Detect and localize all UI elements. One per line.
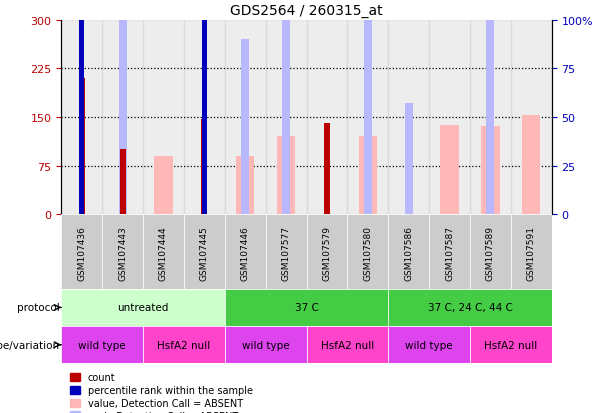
Bar — [118, 0, 127, 215]
Text: HsfA2 null: HsfA2 null — [158, 340, 210, 350]
Bar — [324, 124, 330, 215]
Bar — [429, 215, 470, 289]
Bar — [61, 289, 225, 326]
Text: wild type: wild type — [78, 340, 126, 350]
Bar — [405, 104, 413, 215]
Bar — [277, 137, 295, 215]
Text: HsfA2 null: HsfA2 null — [321, 340, 374, 350]
Bar — [184, 21, 225, 215]
Text: GSM107436: GSM107436 — [77, 226, 86, 281]
Text: GSM107586: GSM107586 — [404, 226, 413, 281]
Bar — [225, 289, 388, 326]
Bar — [265, 215, 306, 289]
Bar — [470, 326, 552, 363]
Text: GSM107446: GSM107446 — [241, 226, 249, 280]
Bar — [364, 0, 372, 215]
Text: GSM107591: GSM107591 — [527, 226, 536, 281]
Text: protocol: protocol — [17, 303, 59, 313]
Bar — [102, 215, 143, 289]
Bar — [481, 127, 500, 215]
Text: GSM107580: GSM107580 — [364, 226, 372, 281]
Text: GSM107589: GSM107589 — [486, 226, 495, 281]
Bar — [388, 289, 552, 326]
Bar — [236, 157, 254, 215]
Text: 37 C: 37 C — [295, 303, 318, 313]
Bar — [306, 215, 348, 289]
Bar — [265, 21, 306, 215]
Bar — [388, 326, 470, 363]
Bar — [143, 326, 225, 363]
Bar — [225, 21, 265, 215]
Text: wild type: wild type — [405, 340, 453, 350]
Bar — [306, 326, 388, 363]
Bar — [201, 120, 207, 215]
Bar — [225, 215, 265, 289]
Bar — [143, 215, 184, 289]
Bar — [388, 215, 429, 289]
Bar — [522, 116, 541, 215]
Bar — [486, 0, 495, 215]
Bar — [359, 137, 377, 215]
Bar — [79, 0, 85, 215]
Bar — [143, 21, 184, 215]
Bar — [184, 215, 225, 289]
Bar — [61, 326, 143, 363]
Text: genotype/variation: genotype/variation — [0, 340, 59, 350]
Text: 37 C, 24 C, 44 C: 37 C, 24 C, 44 C — [427, 303, 512, 313]
Bar — [306, 21, 348, 215]
Title: GDS2564 / 260315_at: GDS2564 / 260315_at — [230, 4, 383, 18]
Text: GSM107579: GSM107579 — [322, 226, 332, 281]
Text: HsfA2 null: HsfA2 null — [484, 340, 538, 350]
Bar — [511, 215, 552, 289]
Bar — [511, 21, 552, 215]
Bar — [154, 157, 173, 215]
Text: GSM107577: GSM107577 — [281, 226, 291, 281]
Bar — [348, 21, 388, 215]
Bar — [388, 21, 429, 215]
Bar — [348, 215, 388, 289]
Bar — [225, 326, 306, 363]
Bar — [202, 0, 207, 215]
Text: untreated: untreated — [117, 303, 169, 313]
Bar — [78, 79, 85, 215]
Bar — [282, 0, 290, 215]
Bar — [61, 215, 102, 289]
Bar — [470, 215, 511, 289]
Bar — [429, 21, 470, 215]
Bar — [120, 150, 126, 215]
Text: GSM107443: GSM107443 — [118, 226, 127, 280]
Text: GSM107444: GSM107444 — [159, 226, 168, 280]
Bar — [470, 21, 511, 215]
Bar — [241, 40, 249, 215]
Legend: count, percentile rank within the sample, value, Detection Call = ABSENT, rank, : count, percentile rank within the sample… — [66, 368, 256, 413]
Bar — [440, 126, 459, 215]
Text: GSM107445: GSM107445 — [200, 226, 209, 280]
Bar — [61, 21, 102, 215]
Text: wild type: wild type — [242, 340, 289, 350]
Text: GSM107587: GSM107587 — [445, 226, 454, 281]
Bar — [102, 21, 143, 215]
